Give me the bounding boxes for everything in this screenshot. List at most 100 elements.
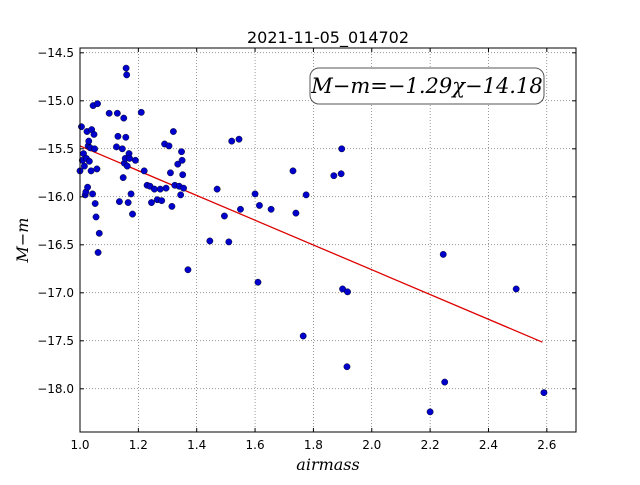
data-point [162,184,170,192]
data-point [91,200,99,207]
data-point [299,332,307,340]
fit-line [79,145,543,343]
data-point [344,288,351,296]
data-point [337,170,345,178]
data-point [206,237,214,245]
data-point [122,64,130,72]
data-point [235,135,243,143]
y-tick-label: −14.5 [37,46,74,60]
x-tick-label: 1.0 [70,438,89,452]
y-tick-label: −17.5 [37,334,74,348]
data-point [91,145,98,153]
data-point [89,190,96,198]
x-axis-label: airmass [296,455,359,474]
fit-line-group [79,145,543,343]
data-point [426,408,434,416]
data-point [180,184,187,192]
data-point [213,185,221,193]
data-point [94,249,102,256]
data-point [87,167,95,175]
data-point [80,162,88,170]
data-point [256,202,263,209]
data-point [119,174,127,182]
data-point [177,191,185,199]
data-point [137,108,145,116]
data-point [113,143,120,151]
data-point [148,199,155,206]
y-tick-label: −17.0 [37,286,74,300]
data-point [132,156,139,164]
data-point [92,213,100,221]
data-point [267,205,275,213]
axis-ticks [79,48,576,432]
data-point [165,142,173,150]
chart-title: 2021-11-05_014702 [247,28,409,48]
data-point [123,71,131,79]
x-tick-label: 2.2 [421,438,440,452]
y-tick-label: −15.0 [37,94,74,108]
data-point [150,185,158,193]
data-point [94,100,101,108]
data-point [113,109,121,117]
fit-annotation: M−m=−1.29χ−14.18 [309,67,545,105]
x-tick-label: 1.2 [129,438,148,452]
data-point [115,198,123,206]
data-point [228,137,236,145]
data-point [169,128,177,135]
data-points [76,64,548,416]
y-tick-label: −18.0 [37,382,74,396]
data-point [292,209,300,217]
grid-lines [80,48,576,432]
data-point [126,154,134,162]
data-point [127,190,135,198]
data-point [120,114,128,122]
x-tick-label: 1.8 [304,438,323,452]
x-tick-label: 1.4 [187,438,206,452]
x-tick-label: 1.6 [246,438,265,452]
data-point [179,171,187,179]
data-point [95,229,103,237]
data-point [123,162,131,170]
data-point [168,202,176,210]
data-point [441,378,449,386]
data-point [343,363,351,371]
data-point [251,190,259,198]
data-point [85,157,93,165]
x-tick-label: 2.6 [537,438,556,452]
data-point [93,165,101,173]
x-tick-label: 2.0 [362,438,381,452]
data-point [156,185,164,193]
data-point [184,266,192,274]
data-point [158,197,166,205]
x-tick-label: 2.4 [479,438,498,452]
data-point [105,109,113,117]
data-point [237,205,244,213]
data-point [330,172,338,180]
data-point [174,160,182,168]
data-point [122,133,130,141]
data-point [90,130,98,138]
data-point [78,123,85,131]
data-point [302,191,310,199]
y-tick-labels: −14.5 −15.0 −15.5 −16.0 −16.5 −17.0 −17.5 −18.0 [37,46,74,396]
data-point [540,389,548,397]
data-point [178,148,185,156]
annotation-text: M−m=−1.29χ−14.18 [310,74,542,98]
data-point [167,169,174,177]
x-tick-labels: 1.0 1.2 1.4 1.6 1.8 2.0 2.2 2.4 2.6 [70,438,556,452]
data-point [254,278,262,286]
data-point [118,145,126,153]
data-point [84,183,91,191]
data-point [225,238,233,246]
data-point [124,199,132,206]
plot-frame [79,47,577,433]
y-tick-label: −15.5 [37,142,74,156]
annotation-box [309,67,545,105]
data-point [512,285,520,293]
data-point [178,156,186,164]
data-point [289,167,297,175]
data-point [338,145,346,153]
y-axis-label: M−m [13,218,32,264]
